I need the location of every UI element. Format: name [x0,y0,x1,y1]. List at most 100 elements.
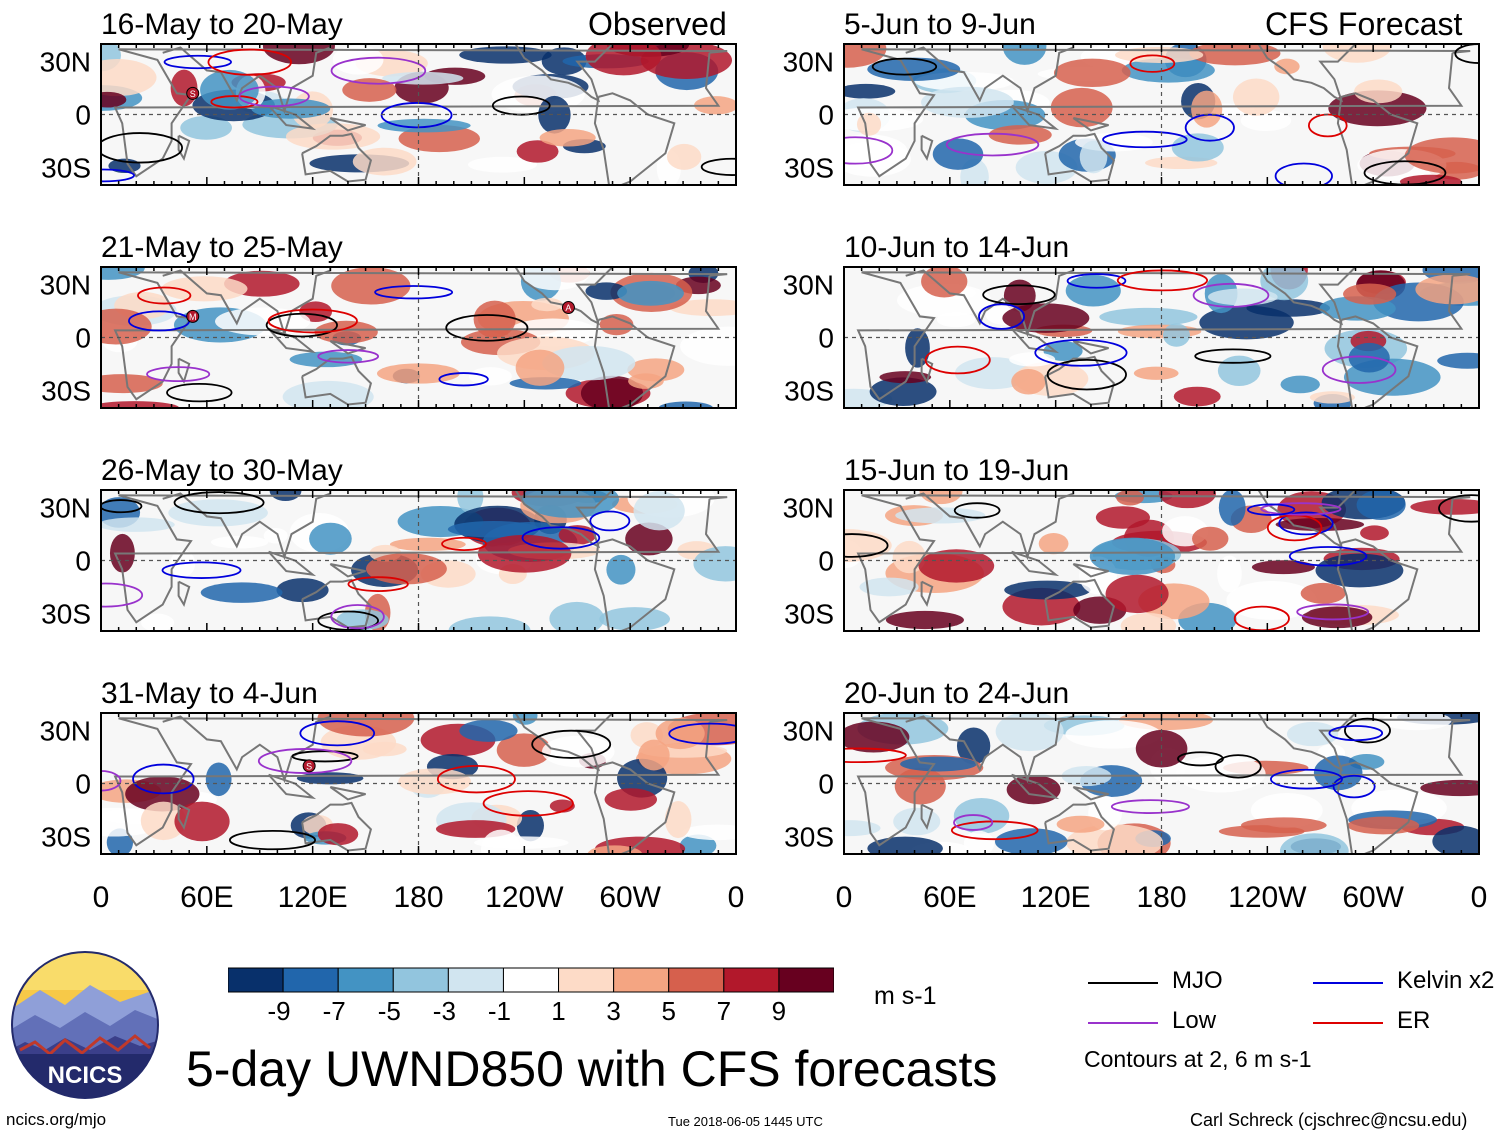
anomaly-shading [1053,58,1131,88]
y-tick-label: 30S [784,375,834,406]
wave-contour [207,48,292,76]
coastline [514,44,614,103]
anomaly-shading [856,112,882,136]
anomaly-shading [468,156,538,173]
anomaly-shading [617,280,684,306]
cfs-forecast-header: CFS Forecast [1265,6,1463,42]
storm-marker-label: A [565,303,571,313]
anomaly-shading [101,517,175,532]
y-tick-label: 30N [40,270,91,301]
coastline [1336,538,1419,631]
y-tick-label: 30N [783,47,834,78]
anomaly-shading [516,809,544,842]
x-tick-label: 0 [93,881,110,914]
wave-contour [291,750,359,763]
coastline [920,357,934,385]
colorbar-tick-label: -7 [322,996,346,1026]
anomaly-shading [1232,78,1280,116]
anomaly-shading [314,320,378,344]
wave-contour [668,722,736,745]
site-link[interactable]: ncics.org/mjo [6,1110,107,1129]
wave-contour [1116,269,1209,292]
wave-contour [982,284,1056,306]
y-tick-label: 0 [818,100,834,131]
y-tick-label: 0 [818,546,834,577]
coastline [177,803,191,831]
anomaly-shading [1274,58,1300,75]
legend-line [1313,1022,1383,1024]
coastline [1072,563,1109,578]
anomaly-shading [1309,391,1355,404]
x-tick-label: 120E [278,881,348,914]
x-tick-label: 60W [1342,881,1404,914]
wave-contour [1278,511,1334,536]
wave-contour [146,366,211,383]
legend-line [1313,982,1383,984]
anomaly-shading [531,297,563,312]
map-panel: S 16-May to 20-May 30N 0 30S [40,8,737,186]
y-tick-label: 0 [75,100,91,131]
storm-marker [302,759,316,773]
wave-contour [531,729,612,759]
map-panel: 26-May to 30-May 30N 0 30S [40,454,737,632]
colorbar-swatch [613,967,670,993]
anomaly-shading [1173,386,1221,407]
anomaly-shading [1089,537,1176,575]
coastline [1257,44,1357,103]
coastline [1044,578,1116,629]
timestamp: Tue 2018-06-05 1445 UTC [668,1114,823,1129]
coastline [162,713,332,784]
anomaly-shading [481,829,522,854]
colorbar-tick-label: 1 [551,996,566,1026]
logo-text: NCICS [48,1062,123,1089]
anomaly-shading [988,125,1052,145]
wave-contour [330,56,427,85]
wave-contour [132,763,195,795]
anomaly-shading [894,767,946,805]
colorbar-tick-label: -5 [377,996,401,1026]
coastline [1044,132,1116,183]
colorbar-swatch [723,967,780,993]
wave-contour [1328,725,1384,742]
anomaly-shading [900,756,977,772]
anomaly-shading [1246,299,1331,317]
anomaly-shading [1079,140,1108,174]
coastline [1010,773,1060,800]
coastline [301,132,373,183]
anomaly-shading [496,733,552,767]
y-tick-label: 30N [783,270,834,301]
x-tick-label: 120W [485,881,564,914]
map-panel: M A 21-May to 25-May 30N 0 30S [40,231,737,409]
wave-contour [1066,273,1127,289]
colorbar-swatch [668,967,725,993]
y-tick-label: 0 [818,323,834,354]
y-tick-label: 30S [41,821,91,852]
anomaly-shading [921,86,1014,118]
y-tick-label: 30S [41,598,91,629]
wave-contour [374,285,454,300]
anomaly-shading [994,828,1068,854]
anomaly-shading [580,375,643,408]
coastline [162,267,332,338]
coastline [1010,104,1060,131]
wave-contour [1194,348,1272,364]
anomaly-shading [1432,825,1479,854]
coastline [920,803,934,831]
coastline [593,92,676,185]
anomaly-shading [1280,375,1320,394]
anomaly-shading [332,45,384,75]
anomaly-shading [317,823,359,846]
anomaly-shading [633,491,685,531]
storm-marker [186,309,200,323]
wave-contour [953,814,994,831]
anomaly-shading [459,46,552,64]
anomaly-shading [918,549,995,583]
y-tick-label: 0 [818,769,834,800]
y-tick-label: 30S [784,598,834,629]
anomaly-shading [200,582,283,603]
coastline [905,713,1075,784]
coastline [905,44,1075,115]
wave-contour [441,536,488,551]
anomaly-shading [1065,274,1121,307]
wave-contour [1247,503,1296,516]
